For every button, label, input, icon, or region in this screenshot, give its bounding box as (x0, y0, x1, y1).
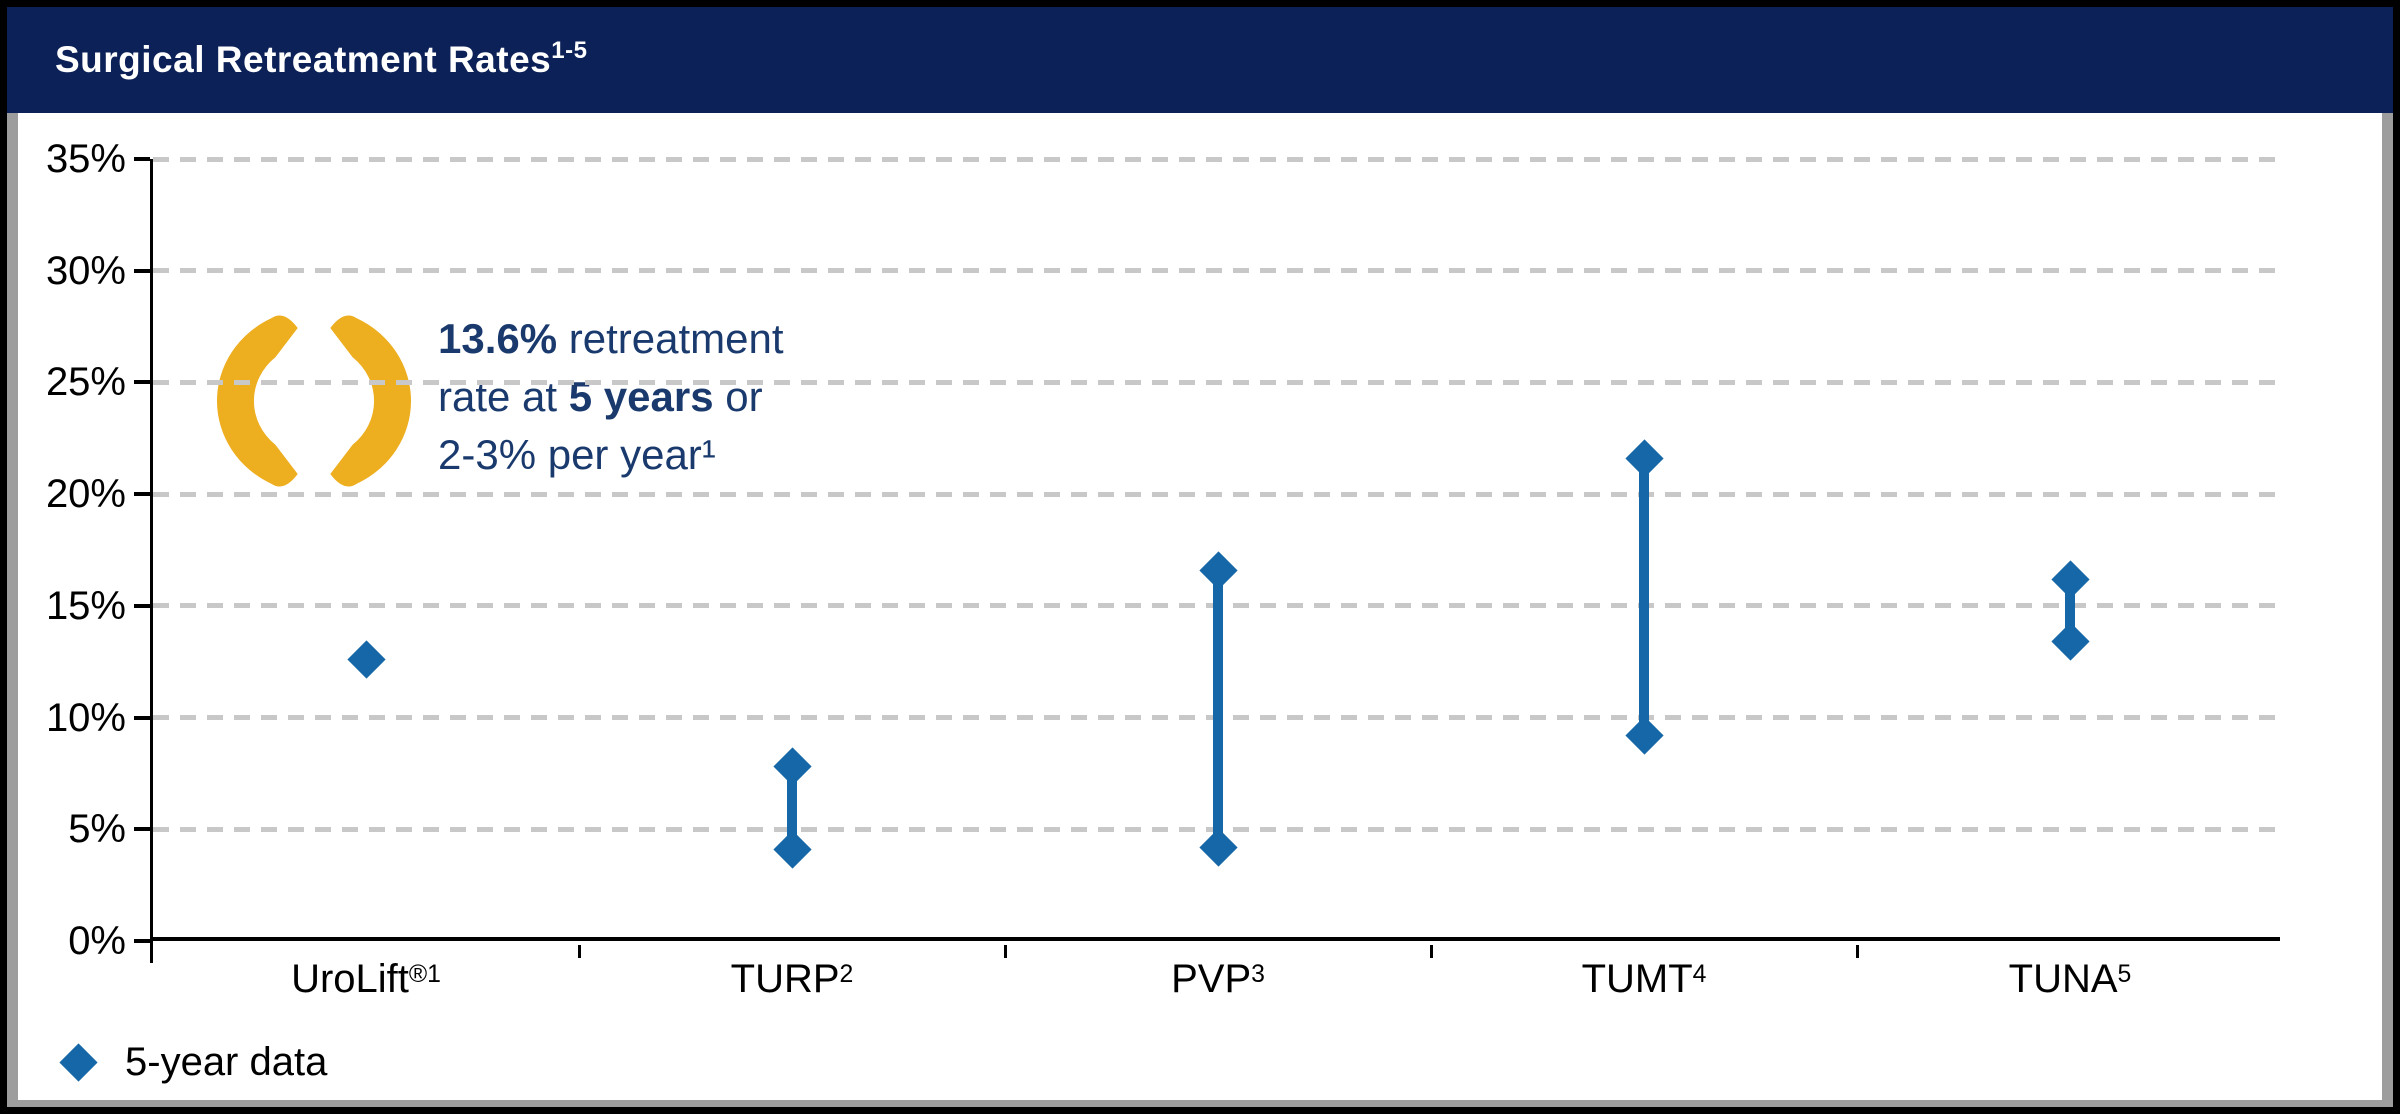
data-point-diamond (772, 747, 812, 786)
y-axis-tick (134, 268, 150, 273)
range-line (787, 766, 797, 850)
header-bar: Surgical Retreatment Rates1-5 (7, 7, 2393, 113)
annotation-line-1: 13.6% retreatment (438, 315, 784, 362)
x-axis-tick (1855, 945, 1859, 958)
legend-label: 5-year data (125, 1040, 328, 1084)
x-axis-tick (577, 945, 581, 958)
page-title: Surgical Retreatment Rates1-5 (55, 37, 588, 81)
y-tick-label: 35% (45, 137, 126, 181)
annotation-line-2: rate at 5 years or (438, 373, 763, 420)
data-point-diamond (772, 830, 812, 869)
y-axis-tick (134, 939, 150, 943)
y-tick-label: 20% (45, 472, 126, 517)
y-axis-tick (134, 380, 150, 385)
y-axis-tick (134, 492, 150, 497)
y-axis-tick (134, 603, 150, 608)
y-axis-tail (150, 941, 153, 963)
annotation-text: 13.6% retreatment rate at 5 years or 2-3… (438, 310, 784, 484)
frame-edge-left (7, 113, 18, 1107)
data-point-diamond (2050, 622, 2090, 661)
data-point-diamond (346, 640, 386, 679)
gridline-35% (153, 156, 2280, 162)
y-tick-label: 0% (68, 919, 126, 963)
range-line (1639, 458, 1649, 736)
data-point-diamond (1624, 716, 1664, 755)
gridline-25% (153, 379, 2280, 385)
y-axis-tick (134, 715, 150, 720)
gridline-20% (153, 491, 2280, 497)
data-point-diamond (2050, 559, 2090, 599)
range-line (1213, 570, 1223, 848)
y-tick-label: 30% (45, 248, 126, 293)
frame: Surgical Retreatment Rates1-5 13.6% retr… (7, 7, 2393, 1107)
y-axis-tick (134, 157, 150, 161)
x-category-label: TURP2 (730, 957, 854, 1001)
range-line (2065, 579, 2075, 642)
page-title-text: Surgical Retreatment Rates (55, 39, 552, 80)
legend: 5-year data (59, 1040, 327, 1085)
gridline-30% (153, 268, 2280, 274)
x-axis-tick (1003, 945, 1007, 958)
data-point-diamond (1198, 828, 1238, 867)
data-point-diamond (1198, 551, 1238, 590)
annotation-line-3: 2-3% per year¹ (438, 431, 716, 478)
split-ring-icon (216, 315, 412, 487)
y-tick-label: 15% (45, 583, 126, 628)
title-superscript: 1-5 (551, 37, 588, 64)
x-category-label: TUNA5 (2008, 957, 2132, 1001)
annotation: 13.6% retreatment rate at 5 years or 2-3… (214, 306, 784, 496)
x-category-label: UroLift®1 (291, 957, 441, 1001)
frame-edge-right (2382, 113, 2393, 1107)
x-category-label: PVP3 (1171, 957, 1265, 1001)
y-tick-label: 5% (68, 807, 126, 852)
x-axis-tick (1429, 945, 1433, 958)
data-point-diamond (1624, 439, 1664, 478)
y-axis-tick (134, 827, 150, 832)
y-tick-label: 10% (45, 695, 126, 740)
frame-edge-bottom (7, 1100, 2393, 1107)
plot-area: 13.6% retreatment rate at 5 years or 2-3… (46, 137, 2280, 1001)
x-category-label: TUMT4 (1581, 957, 1707, 1001)
legend-diamond-icon (59, 1042, 99, 1083)
y-tick-label: 25% (45, 360, 126, 405)
